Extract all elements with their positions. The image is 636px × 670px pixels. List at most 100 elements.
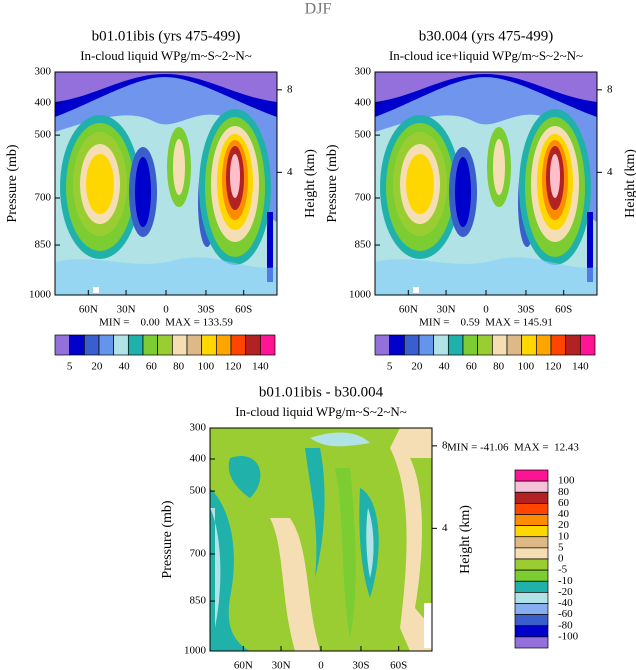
colorbar-label: 100 <box>198 361 215 373</box>
panel-subtitle: In-cloud liquid WPg/m~S~2~N~ <box>235 404 407 419</box>
colorbar-box <box>403 334 420 356</box>
colorbar-box <box>491 334 508 356</box>
colorbar-label: 20 <box>91 361 103 373</box>
panel-title: b30.004 (yrs 475-499) <box>419 28 554 44</box>
y2-axis-label: Height (km) <box>303 149 318 218</box>
colorbar-box <box>374 334 391 356</box>
figure-title: DJF <box>305 1 332 18</box>
y-tick-label: 1000 <box>349 289 372 301</box>
colorbar-box <box>514 547 549 560</box>
colorbar-box <box>514 625 549 638</box>
x-tick-label: 30S <box>197 304 214 316</box>
colorbar-box <box>514 558 549 571</box>
colorbar-label: -80 <box>558 619 573 631</box>
colorbar-box <box>565 334 581 356</box>
colorbar-box <box>433 334 449 356</box>
colorbar-box <box>514 569 549 582</box>
y-tick-label: 300 <box>190 422 207 434</box>
x-tick-label: 30S <box>352 660 369 670</box>
colorbar-box <box>69 334 85 356</box>
y-tick-label: 850 <box>35 239 52 251</box>
colorbar-box <box>514 614 549 627</box>
colorbar-box <box>514 636 549 649</box>
x-tick-label: 60N <box>234 660 253 670</box>
colorbar-box <box>447 334 464 356</box>
colorbar-box <box>201 334 217 356</box>
y-tick-label: 400 <box>355 97 372 109</box>
y2-tick-label: 8 <box>442 439 448 451</box>
colorbar-box <box>514 603 549 615</box>
x-tick-label: 60S <box>235 304 252 316</box>
x-tick-label: 60N <box>79 304 98 316</box>
colorbar-label: 100 <box>558 475 575 487</box>
y-tick-label: 700 <box>190 548 207 560</box>
contour-field <box>210 428 432 651</box>
x-tick-label: 30N <box>272 660 291 670</box>
colorbar-label: -5 <box>558 564 568 576</box>
colorbar-box <box>514 480 549 493</box>
colorbar-label: -100 <box>558 630 579 642</box>
colorbar-label: 80 <box>558 486 570 498</box>
colorbar-label: 0 <box>558 553 564 565</box>
min-max-stats: MIN = 0.59 MAX = 145.91 <box>419 317 553 329</box>
colorbar-label: 60 <box>466 361 478 373</box>
colorbar-box <box>215 334 232 356</box>
y2-tick-label: 4 <box>607 166 613 178</box>
colorbar-box <box>535 334 552 356</box>
colorbar-label: 80 <box>173 361 185 373</box>
colorbar-label: 120 <box>225 361 242 373</box>
colorbar-label: 40 <box>558 508 570 520</box>
panel-title: b01.01ibis - b30.004 <box>259 384 384 400</box>
colorbar-label: 60 <box>558 497 570 509</box>
min-max-stats: MIN = 0.00 MAX = 133.59 <box>99 317 233 329</box>
y2-tick-label: 8 <box>287 83 293 95</box>
colorbar-box <box>579 334 596 356</box>
colorbar-box <box>514 469 549 482</box>
colorbar-label: 5 <box>387 361 393 373</box>
colorbar-label: -20 <box>558 586 573 598</box>
y-tick-label: 700 <box>35 192 52 204</box>
colorbar-box <box>462 334 479 356</box>
colorbar-label: -40 <box>558 597 573 609</box>
colorbar-box <box>186 334 203 356</box>
panel-subtitle: In-cloud ice+liquid WPg/m~S~2~N~ <box>389 48 583 63</box>
colorbar-label: 60 <box>146 361 158 373</box>
y2-axis-label: Height (km) <box>623 149 636 218</box>
colorbar-box <box>514 491 549 504</box>
y-tick-label: 500 <box>35 129 52 141</box>
y-tick-label: 700 <box>355 192 372 204</box>
colorbar-label: 40 <box>439 361 451 373</box>
x-tick-label: 30N <box>117 304 136 316</box>
min-max-stats: MIN = -41.06 MAX = 12.43 <box>447 442 579 454</box>
panel-title: b01.01ibis (yrs 475-499) <box>92 28 241 44</box>
y-tick-label: 1000 <box>29 289 52 301</box>
x-tick-label: 0 <box>483 304 489 316</box>
contour-field <box>375 72 597 295</box>
y-tick-label: 400 <box>35 97 52 109</box>
colorbar-box <box>521 334 537 356</box>
colorbar-box <box>477 334 493 356</box>
colorbar-box <box>83 334 100 356</box>
colorbar-box <box>171 334 188 356</box>
y-axis-label: Pressure (mb) <box>325 144 340 222</box>
colorbar-box <box>514 503 549 515</box>
y-tick-label: 300 <box>355 66 372 78</box>
colorbar-label: -60 <box>558 608 573 620</box>
y2-tick-label: 4 <box>287 166 293 178</box>
colorbar-box <box>259 334 276 356</box>
y-axis-label: Pressure (mb) <box>160 500 175 578</box>
colorbar-box <box>98 334 115 356</box>
colorbar-box <box>389 334 405 356</box>
x-tick-label: 30S <box>517 304 534 316</box>
colorbar-label: 140 <box>572 361 589 373</box>
colorbar-box <box>142 334 159 356</box>
colorbar-box <box>550 334 567 356</box>
colorbar-box <box>514 514 549 526</box>
colorbar-label: 40 <box>119 361 131 373</box>
colorbar-label: 10 <box>558 530 570 542</box>
colorbar-box <box>514 580 549 593</box>
colorbar-box <box>245 334 261 356</box>
colorbar-label: 80 <box>493 361 505 373</box>
y-tick-label: 300 <box>35 66 52 78</box>
